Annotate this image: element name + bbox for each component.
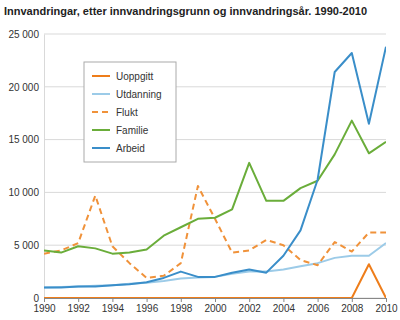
y-tick: 10 000 [8,187,44,198]
x-tick-mark [78,298,79,302]
x-tick-label: 2000 [204,303,227,314]
x-axis: 1990 1992 1994 1996 1998 2000 2002 2004 2006 2008… [33,298,398,314]
lines [44,47,386,298]
legend-key [92,111,110,113]
series-line [44,186,386,278]
x-tick-mark [249,298,250,302]
y-tick: 15 000 [8,134,44,145]
x-tick-label: 1994 [102,303,125,314]
x-tick: 2010 [375,298,398,314]
legend: Uoppgitt Utdanning Flukt Familie Arbeid [84,62,176,162]
x-tick-label: 1992 [68,303,91,314]
legend-box [84,62,176,162]
y-tick-label: 0 [33,293,39,304]
grid-line [44,192,386,193]
y-tick-label: 20 000 [8,82,39,93]
x-tick-label: 2010 [375,303,398,314]
x-tick-label: 2004 [273,303,296,314]
y-axis: 0 5 000 10 000 15 000 20 000 25 000 [8,29,44,304]
y-tick: 25 000 [8,29,44,40]
x-tick-label: 2006 [307,303,330,314]
y-tick: 0 [33,293,44,304]
x-tick-mark [283,298,284,302]
legend-label: Uoppgitt [116,71,153,82]
x-tick: 1992 [68,298,91,314]
legend-key [92,147,110,149]
legend-label: Familie [116,125,149,136]
title: Innvandringar, etter innvandringsgrunn o… [4,5,367,17]
x-tick-label: 2002 [239,303,262,314]
legend-key [92,75,110,77]
grid [44,34,386,298]
x-tick-label: 1998 [170,303,193,314]
legend-label: Flukt [116,107,138,118]
grid-line [44,245,386,246]
x-tick: 2004 [273,298,296,314]
y-tick-label: 15 000 [8,134,39,145]
x-tick: 2000 [204,298,227,314]
x-tick-mark [147,298,148,302]
x-tick: 1996 [136,298,159,314]
y-tick-label: 10 000 [8,187,39,198]
x-tick-mark [318,298,319,302]
x-tick-label: 1990 [33,303,56,314]
series-line [44,264,386,298]
x-tick: 2006 [307,298,330,314]
series-line [44,243,386,287]
plot: 05 00010 00015 00020 00025 0001990199219… [8,29,398,314]
legend-label: Utdanning [116,89,162,100]
legend-key [92,129,110,131]
x-tick: 1990 [33,298,56,314]
x-tick-label: 1996 [136,303,159,314]
y-tick: 5 000 [14,240,44,251]
x-tick: 1994 [102,298,125,314]
x-tick: 1998 [170,298,193,314]
x-tick-mark [181,298,182,302]
x-tick-mark [215,298,216,302]
x-tick: 2008 [341,298,364,314]
x-axis-line [45,299,387,303]
x-tick: 2002 [239,298,262,314]
x-tick-mark [386,298,387,302]
legend-key [92,93,110,95]
chart: Innvandringar, etter innvandringsgrunn o… [0,0,400,320]
y-tick-label: 25 000 [8,29,39,40]
grid-line [44,34,386,35]
x-tick-label: 2008 [341,303,364,314]
series-line [44,47,386,288]
legend-label: Arbeid [116,143,145,154]
y-axis-line [44,35,45,299]
y-tick: 20 000 [8,82,44,93]
x-tick-mark [112,298,113,302]
y-tick-label: 5 000 [14,240,39,251]
x-tick-mark [44,298,45,302]
x-tick-mark [352,298,353,302]
